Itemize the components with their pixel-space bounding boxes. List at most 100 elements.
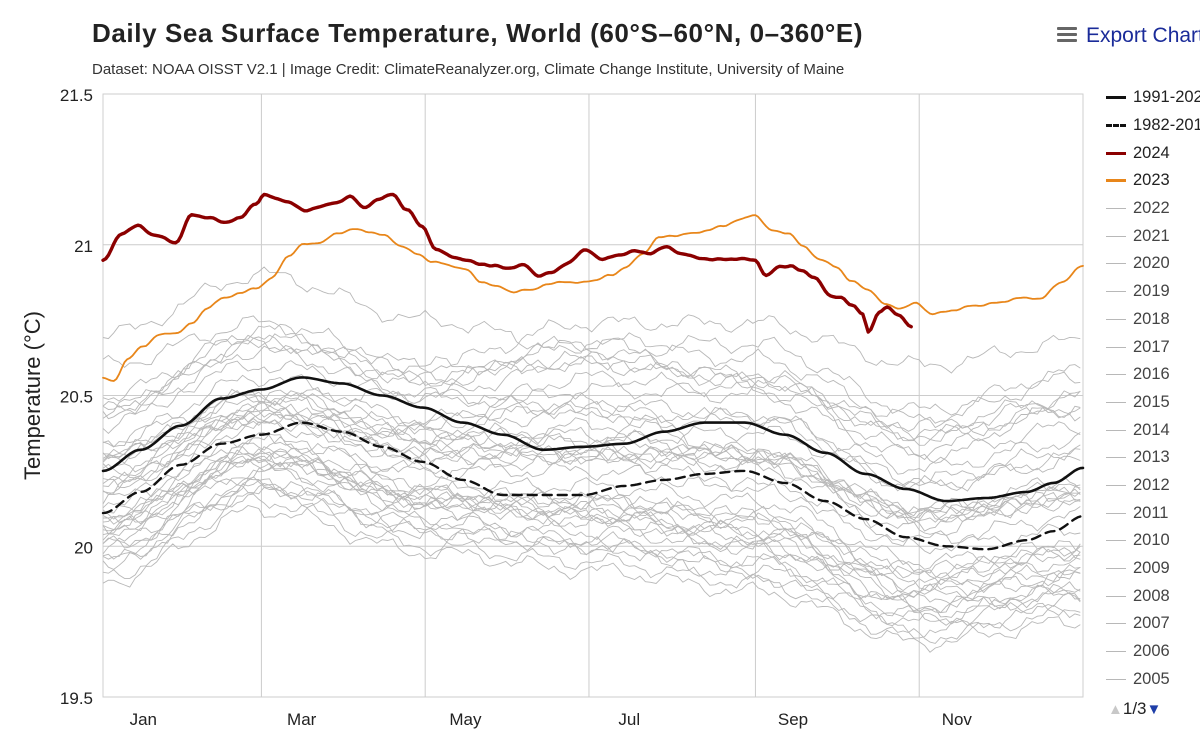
year-line-1989 [102, 476, 1081, 625]
legend-item[interactable]: 2011 [1106, 499, 1200, 527]
series-line-1982-2011-mean [101, 421, 1085, 551]
axes: 19.5 20 20.5 21 21.5 Jan Mar May Jul Sep Nov Temper… [20, 86, 972, 729]
x-tick-label: Nov [942, 710, 973, 729]
year-line-1991 [102, 450, 1081, 595]
legend-label: 2011 [1133, 503, 1169, 522]
legend-item[interactable]: 2018 [1106, 306, 1200, 334]
menu-icon [1057, 27, 1077, 43]
legend-item[interactable]: 2008 [1106, 582, 1200, 610]
legend-swatch [1106, 623, 1126, 625]
legend-swatch [1106, 151, 1126, 155]
year-line-2009 [102, 407, 1081, 475]
legend-item[interactable]: 2024 [1106, 139, 1200, 167]
legend-swatch [1106, 512, 1126, 514]
legend-item[interactable]: 2016 [1106, 361, 1200, 389]
legend-page-indicator: 1/3 [1122, 699, 1147, 718]
legend-item[interactable]: 2005 [1106, 665, 1200, 693]
legend-item[interactable]: 2015 [1106, 389, 1200, 417]
y-tick-label: 21.5 [60, 86, 93, 105]
legend-swatch [1106, 291, 1126, 293]
legend-label: 2019 [1133, 282, 1170, 301]
year-line-1981 [102, 505, 1081, 653]
legend-item[interactable]: 1991-2020 mean [1106, 84, 1200, 112]
chart-subtitle: Dataset: NOAA OISST V2.1 | Image Credit:… [92, 61, 845, 78]
legend-item[interactable]: 2019 [1106, 278, 1200, 306]
year-line-1990 [102, 446, 1081, 600]
year-line-2004 [102, 401, 1081, 522]
legend-label: 1991-2020 mean [1133, 88, 1200, 107]
legend-item[interactable]: 1982-2011 mean [1106, 112, 1200, 140]
legend-label: 2005 [1133, 669, 1170, 688]
legend-label: 2021 [1133, 226, 1170, 245]
legend-swatch [1106, 595, 1126, 597]
year-line-2011 [102, 410, 1081, 537]
chart-title: Daily Sea Surface Temperature, World (60… [92, 18, 864, 48]
year-line-2021 [102, 370, 1081, 461]
x-tick-label: Sep [778, 710, 808, 729]
year-line-2020 [102, 323, 1081, 442]
legend-item[interactable]: 2017 [1106, 333, 1200, 361]
legend-swatch [1106, 124, 1126, 128]
grid-lines [102, 93, 1084, 698]
year-line-1986 [102, 483, 1081, 627]
x-tick-label: Mar [287, 710, 317, 729]
x-tick-label: Jan [130, 710, 157, 729]
year-line-2016 [102, 266, 1081, 432]
background-year-lines [102, 266, 1081, 653]
legend-swatch [1106, 429, 1126, 431]
year-line-2002 [102, 403, 1081, 521]
series-line-2024 [101, 192, 913, 334]
legend-pager: ▲1/3▼ [1108, 699, 1161, 719]
legend-item[interactable]: 2020 [1106, 250, 1200, 278]
sea-surface-temperature-chart: 19.5 20 20.5 21 21.5 Jan Mar May Jul Sep Nov Temper… [20, 86, 1085, 729]
year-line-1995 [102, 436, 1081, 570]
year-line-1984 [102, 481, 1081, 639]
year-line-2022 [102, 337, 1081, 429]
year-line-2019 [102, 332, 1081, 416]
legend-swatch [1106, 651, 1126, 653]
year-line-2017 [102, 333, 1081, 446]
legend-item[interactable]: 2012 [1106, 472, 1200, 500]
export-chart-button[interactable]: Export Chart [1057, 24, 1200, 48]
legend-item[interactable]: 2023 [1106, 167, 1200, 195]
legend-label: 1982-2011 mean [1133, 116, 1200, 135]
legend-item[interactable]: 2009 [1106, 555, 1200, 583]
legend-swatch [1106, 374, 1126, 376]
year-line-2013 [102, 389, 1081, 487]
legend-label: 2022 [1133, 199, 1170, 218]
legend-item[interactable]: 2006 [1106, 638, 1200, 666]
export-chart-label: Export Chart [1086, 24, 1200, 47]
year-line-1982 [102, 478, 1081, 618]
legend-item[interactable]: 2021 [1106, 222, 1200, 250]
year-line-1983 [102, 461, 1081, 592]
legend-swatch [1106, 179, 1126, 183]
legend-label: 2020 [1133, 254, 1170, 273]
year-line-1985 [102, 493, 1081, 644]
y-tick-label: 20.5 [60, 388, 93, 407]
legend-label: 2018 [1133, 309, 1170, 328]
legend-item[interactable]: 2014 [1106, 416, 1200, 444]
legend-swatch [1106, 208, 1126, 210]
legend-page-up-icon[interactable]: ▲ [1108, 701, 1123, 718]
legend-page-down-icon[interactable]: ▼ [1146, 701, 1162, 718]
legend-item[interactable]: 2022 [1106, 195, 1200, 223]
series-line-2023 [102, 214, 1084, 382]
legend-swatch [1106, 678, 1126, 680]
year-line-2015 [102, 314, 1081, 374]
legend-label: 2007 [1133, 614, 1170, 633]
y-axis-label: Temperature (°C) [20, 311, 45, 480]
year-line-2006 [102, 414, 1081, 518]
x-tick-label: Jul [618, 710, 640, 729]
legend-swatch [1106, 401, 1126, 403]
legend-swatch [1106, 484, 1126, 486]
legend-swatch [1106, 318, 1126, 320]
legend-item[interactable]: 2013 [1106, 444, 1200, 472]
highlighted-series [101, 192, 1085, 551]
legend-label: 2010 [1133, 531, 1170, 550]
series-line-1991-2020-mean [101, 376, 1085, 503]
legend-label: 2023 [1133, 171, 1170, 190]
legend-label: 2012 [1133, 475, 1170, 494]
legend-item[interactable]: 2007 [1106, 610, 1200, 638]
legend-item[interactable]: 2010 [1106, 527, 1200, 555]
legend-swatch [1106, 457, 1126, 459]
